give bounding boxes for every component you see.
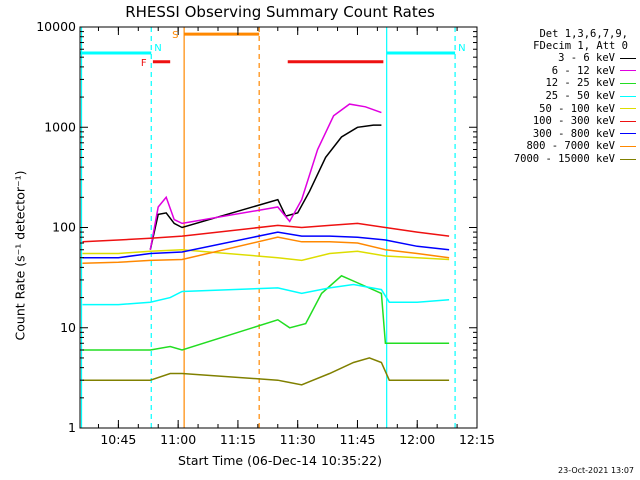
series-line [82, 283, 450, 306]
legend: Det 1,3,6,7,9, FDecim 1, Att 0 3 - 6 keV… [466, 28, 636, 165]
x-axis-label: Start Time (06-Dec-14 10:35:22) [178, 453, 382, 468]
legend-entry: 3 - 6 keV [466, 52, 636, 65]
legend-swatch [620, 120, 636, 122]
legend-swatch [620, 108, 636, 110]
legend-swatch [620, 158, 636, 160]
series-line [149, 124, 382, 250]
series-line [82, 248, 450, 262]
series-line [82, 236, 450, 264]
legend-entry-label: 100 - 300 keV [532, 115, 615, 128]
legend-rows: 3 - 6 keV 6 - 12 keV 12 - 25 keV 25 - 50 ke… [466, 52, 636, 165]
state-bar-label: N [458, 43, 465, 54]
legend-swatch [620, 133, 636, 135]
legend-entry: 50 - 100 keV [466, 102, 636, 115]
state-bars: N NFS [80, 30, 466, 69]
interval-markers [80, 27, 456, 428]
series-line [82, 222, 450, 243]
legend-entry: 800 - 7000 keV [466, 140, 636, 153]
legend-entry-label: 3 - 6 keV [558, 52, 615, 65]
legend-entry-label: 300 - 800 keV [532, 127, 615, 140]
chart-title: RHESSI Observing Summary Count Rates [125, 3, 435, 21]
legend-swatch [620, 82, 636, 84]
x-tick-label: 12:00 [399, 432, 435, 447]
series-line [149, 103, 382, 250]
x-tick-label: 11:30 [280, 432, 316, 447]
legend-entry: 6 - 12 keV [466, 65, 636, 78]
series-line [82, 231, 450, 259]
y-tick-label: 10 [60, 320, 76, 335]
plot-frame [79, 26, 478, 429]
legend-entry-label: 7000 - 15000 keV [513, 153, 615, 166]
legend-header-line-1: Det 1,3,6,7,9, [539, 28, 628, 40]
legend-entry-label: 6 - 12 keV [551, 64, 615, 77]
legend-entry: 12 - 25 keV [466, 77, 636, 90]
legend-swatch [620, 145, 636, 147]
y-axis-label: Count Rate (s⁻¹ detector⁻¹) [12, 170, 28, 341]
y-tick-label: 1000 [44, 119, 76, 134]
legend-swatch [620, 95, 636, 97]
legend-entry: 300 - 800 keV [466, 128, 636, 141]
series-group [82, 103, 450, 386]
state-bar-label: F [141, 58, 147, 69]
x-tick-label: 11:00 [160, 432, 196, 447]
legend-entry-label: 800 - 7000 keV [526, 140, 615, 153]
legend-entry-label: 25 - 50 keV [545, 90, 615, 103]
x-tick-label: 12:15 [459, 432, 495, 447]
y-tick-label: 1 [68, 420, 76, 435]
y-tick-label: 10000 [36, 19, 76, 34]
legend-entry: 25 - 50 keV [466, 90, 636, 103]
footer-timestamp: 23-Oct-2021 13:07 [558, 466, 634, 475]
legend-entry-label: 12 - 25 keV [545, 77, 615, 90]
x-tick-label: 11:45 [339, 432, 375, 447]
tick-group: 10:45 11:00 11:15 11:30 11:45 12:00 12:15 1 10 10… [36, 19, 495, 447]
legend-swatch [620, 57, 636, 59]
series-line [82, 274, 450, 351]
x-tick-label: 11:15 [220, 432, 256, 447]
legend-swatch [620, 70, 636, 72]
state-bar-label: N [154, 43, 161, 54]
legend-entry: 7000 - 15000 keV [466, 153, 636, 166]
state-bar-label: S [172, 30, 178, 41]
legend-header-line-2: FDecim 1, Att 0 [533, 40, 628, 52]
legend-entry: 100 - 300 keV [466, 115, 636, 128]
x-tick-label: 10:45 [100, 432, 136, 447]
legend-entry-label: 50 - 100 keV [539, 102, 615, 115]
series-line [82, 357, 450, 386]
y-tick-label: 100 [52, 220, 76, 235]
